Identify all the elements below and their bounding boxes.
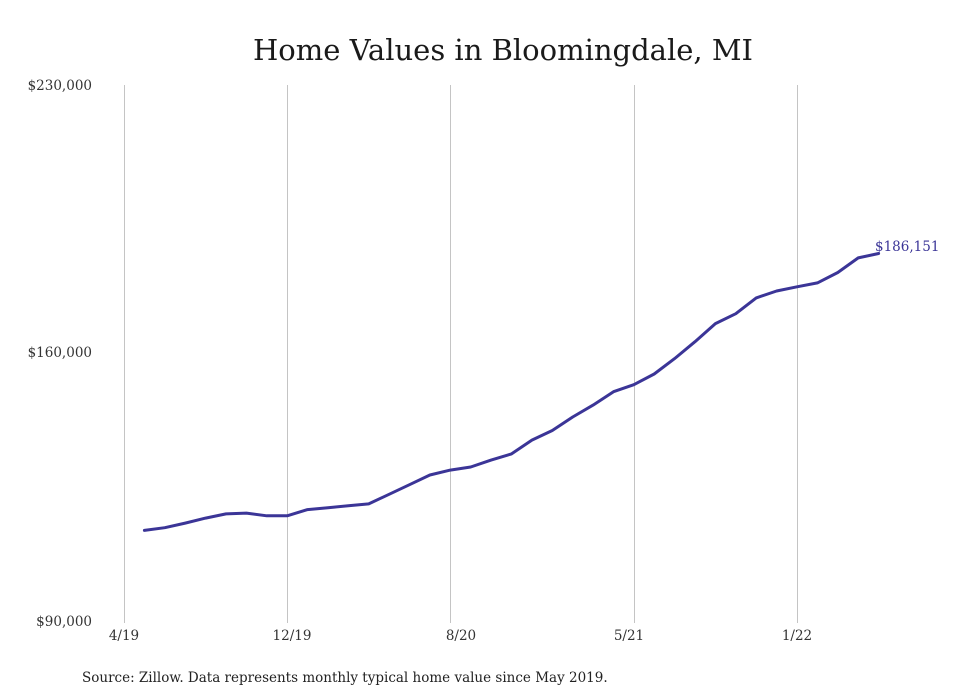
x-tick-label-1-22: 1/22 [782,628,812,644]
x-tick-label-12-19: 12/19 [273,628,312,644]
series-layer [142,252,881,532]
series-line-0 [142,252,881,532]
x-tick-label-4-19: 4/19 [109,628,139,644]
y-tick-label-top: $230,000 [28,78,92,94]
x-tick-label-8-20: 8/20 [446,628,476,644]
vertical-gridlines [124,85,798,623]
x-tick-label-5-21: 5/21 [614,628,644,644]
y-tick-label-mid: $160,000 [28,345,92,361]
source-note: Source: Zillow. Data represents monthly … [82,670,608,686]
end-value-label: $186,151 [875,239,939,255]
y-tick-label-bottom: $90,000 [36,614,92,630]
chart-title: Home Values in Bloomingdale, MI [253,33,753,67]
